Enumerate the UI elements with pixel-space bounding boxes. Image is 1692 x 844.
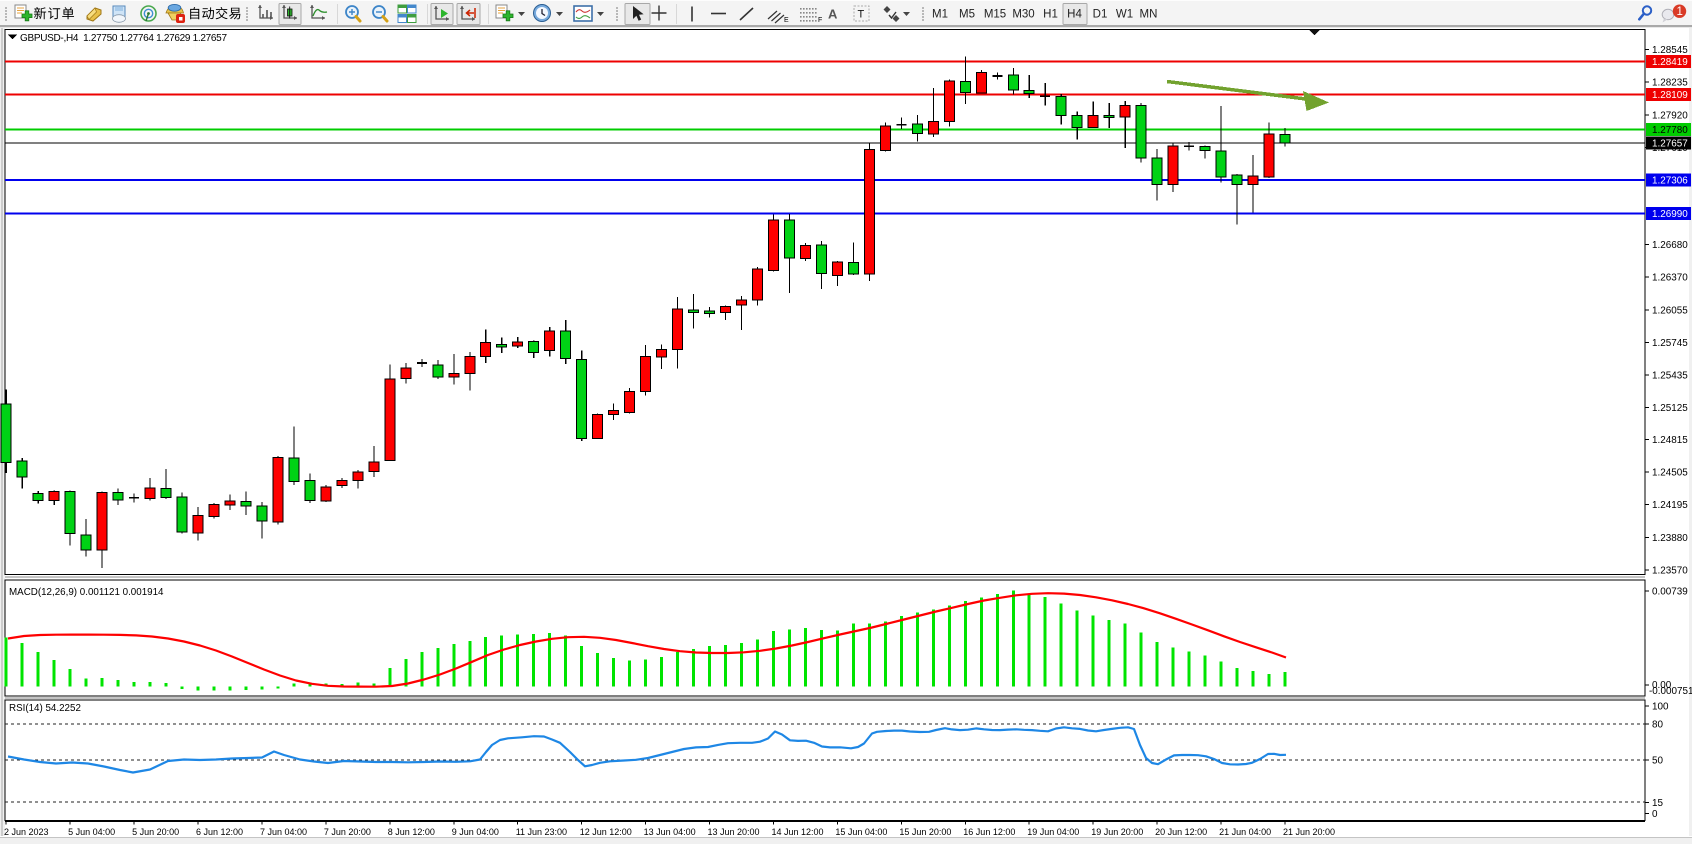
svg-text:M5: M5	[959, 9, 975, 21]
svg-text:H4: H4	[1067, 9, 1082, 21]
svg-text:M30: M30	[1012, 9, 1034, 21]
svg-text:19 Jun 04:00: 19 Jun 04:00	[1027, 827, 1079, 837]
svg-text:1.27306: 1.27306	[1652, 176, 1688, 187]
svg-text:5 Jun 20:00: 5 Jun 20:00	[132, 827, 179, 837]
svg-text:MACD(12,26,9) 0.001121 0.00191: MACD(12,26,9) 0.001121 0.001914	[9, 587, 164, 598]
svg-text:0.00739: 0.00739	[1652, 587, 1688, 598]
svg-text:1.28235: 1.28235	[1652, 78, 1688, 89]
svg-text:7 Jun 04:00: 7 Jun 04:00	[260, 827, 307, 837]
svg-text:1.27920: 1.27920	[1652, 110, 1688, 121]
svg-text:15 Jun 04:00: 15 Jun 04:00	[835, 827, 887, 837]
svg-text:0: 0	[1652, 809, 1658, 820]
svg-text:1.24195: 1.24195	[1652, 500, 1688, 511]
svg-text:50: 50	[1652, 756, 1663, 767]
svg-text:1.26990: 1.26990	[1652, 209, 1688, 220]
svg-text:E: E	[784, 17, 789, 24]
svg-text:15 Jun 20:00: 15 Jun 20:00	[899, 827, 951, 837]
svg-text:9 Jun 04:00: 9 Jun 04:00	[452, 827, 499, 837]
svg-text:11 Jun 23:00: 11 Jun 23:00	[516, 827, 567, 837]
svg-text:1.27780: 1.27780	[1652, 125, 1688, 136]
svg-text:-0.000751: -0.000751	[1649, 686, 1692, 697]
svg-text:5 Jun 04:00: 5 Jun 04:00	[68, 827, 115, 837]
svg-text:1.25435: 1.25435	[1652, 370, 1688, 381]
svg-text:1.28419: 1.28419	[1652, 57, 1688, 68]
svg-text:0.00: 0.00	[1652, 680, 1672, 691]
svg-text:80: 80	[1652, 720, 1663, 731]
svg-text:M1: M1	[932, 9, 948, 21]
svg-text:13 Jun 20:00: 13 Jun 20:00	[708, 827, 760, 837]
svg-text:1.28109: 1.28109	[1652, 90, 1688, 101]
svg-text:M15: M15	[984, 9, 1006, 21]
svg-text:19 Jun 20:00: 19 Jun 20:00	[1091, 827, 1143, 837]
svg-text:14 Jun 12:00: 14 Jun 12:00	[772, 827, 824, 837]
svg-text:1.28545: 1.28545	[1652, 45, 1688, 56]
svg-text:16 Jun 12:00: 16 Jun 12:00	[963, 827, 1015, 837]
svg-text:12 Jun 12:00: 12 Jun 12:00	[580, 827, 632, 837]
svg-text:GBPUSD-,H4 1.27750 1.27764 1.: GBPUSD-,H4 1.27750 1.27764 1.27629 1.276…	[20, 33, 227, 44]
svg-text:6 Jun 12:00: 6 Jun 12:00	[196, 827, 243, 837]
svg-text:1: 1	[1676, 6, 1682, 18]
svg-text:T: T	[858, 9, 865, 21]
svg-text:2 Jun 2023: 2 Jun 2023	[4, 827, 49, 837]
svg-text:A: A	[828, 7, 838, 22]
svg-text:1.26680: 1.26680	[1652, 240, 1688, 251]
svg-text:F: F	[818, 17, 822, 24]
svg-text:8 Jun 12:00: 8 Jun 12:00	[388, 827, 435, 837]
svg-text:13 Jun 04:00: 13 Jun 04:00	[644, 827, 696, 837]
svg-text:1.27657: 1.27657	[1652, 139, 1688, 150]
svg-text:RSI(14) 54.2252: RSI(14) 54.2252	[9, 703, 81, 714]
svg-text:D1: D1	[1093, 9, 1108, 21]
svg-text:1.23880: 1.23880	[1652, 533, 1688, 544]
svg-text:H1: H1	[1043, 9, 1058, 21]
svg-text:1.25745: 1.25745	[1652, 338, 1688, 349]
svg-text:1.26055: 1.26055	[1652, 306, 1688, 317]
svg-text:21 Jun 20:00: 21 Jun 20:00	[1283, 827, 1335, 837]
svg-text:20 Jun 12:00: 20 Jun 12:00	[1155, 827, 1207, 837]
svg-text:1.23570: 1.23570	[1652, 566, 1688, 577]
svg-text:1.26370: 1.26370	[1652, 273, 1688, 284]
svg-text:1.24815: 1.24815	[1652, 435, 1688, 446]
svg-text:1.25125: 1.25125	[1652, 403, 1688, 414]
svg-text:MN: MN	[1140, 9, 1158, 21]
svg-text:7 Jun 20:00: 7 Jun 20:00	[324, 827, 371, 837]
svg-text:W1: W1	[1116, 9, 1133, 21]
svg-text:100: 100	[1652, 702, 1669, 713]
svg-text:21 Jun 04:00: 21 Jun 04:00	[1219, 827, 1271, 837]
svg-text:1.24505: 1.24505	[1652, 468, 1688, 479]
svg-text:15: 15	[1652, 798, 1663, 809]
